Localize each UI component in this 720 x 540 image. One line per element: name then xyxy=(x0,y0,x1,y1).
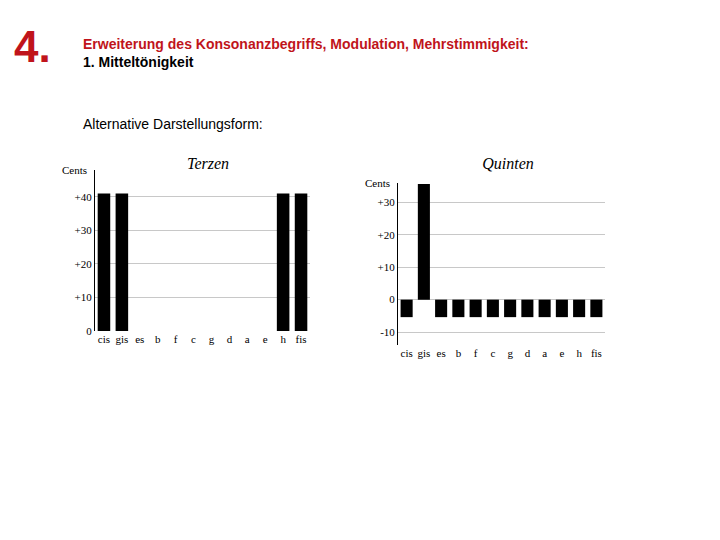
svg-text:es: es xyxy=(437,347,446,359)
svg-text:+20: +20 xyxy=(75,258,93,270)
svg-text:fis: fis xyxy=(591,347,602,359)
svg-text:-10: -10 xyxy=(380,326,395,338)
svg-text:0: 0 xyxy=(389,293,395,305)
svg-text:cis: cis xyxy=(401,347,413,359)
svg-text:e: e xyxy=(263,333,268,345)
svg-text:f: f xyxy=(474,347,478,359)
svg-text:g: g xyxy=(507,347,513,359)
svg-text:a: a xyxy=(542,347,547,359)
svg-text:+10: +10 xyxy=(378,261,396,273)
svg-text:c: c xyxy=(191,333,196,345)
svg-text:a: a xyxy=(245,333,250,345)
svg-text:cis: cis xyxy=(98,333,110,345)
html-text:Erweiterung des Konsonanzbegri: Erweiterung des Konsonanzbegriffs, Modul… xyxy=(83,36,529,52)
svg-text:gis: gis xyxy=(417,347,430,359)
svg-text:d: d xyxy=(525,347,531,359)
svg-text:es: es xyxy=(135,333,144,345)
svg-text:+30: +30 xyxy=(378,196,396,208)
svg-text:c: c xyxy=(490,347,495,359)
svg-text:Cents: Cents xyxy=(365,177,390,189)
html-text:4.: 4. xyxy=(14,22,51,71)
svg-text:g: g xyxy=(209,333,215,345)
svg-text:gis: gis xyxy=(115,333,128,345)
svg-text:h: h xyxy=(280,333,286,345)
svg-text:Cents: Cents xyxy=(62,164,87,176)
svg-text:+20: +20 xyxy=(378,229,396,241)
svg-text:b: b xyxy=(456,347,462,359)
svg-text:0: 0 xyxy=(86,325,92,337)
svg-text:Quinten: Quinten xyxy=(482,155,534,172)
svg-text:d: d xyxy=(227,333,233,345)
svg-text:+30: +30 xyxy=(75,224,93,236)
svg-text:fis: fis xyxy=(296,333,307,345)
html-text:1. Mitteltönigkeit: 1. Mitteltönigkeit xyxy=(83,54,194,70)
svg-text:b: b xyxy=(155,333,161,345)
svg-text:+10: +10 xyxy=(75,291,93,303)
svg-text:h: h xyxy=(576,347,582,359)
html-text:Alternative Darstellungsform:: Alternative Darstellungsform: xyxy=(83,116,263,132)
svg-text:f: f xyxy=(174,333,178,345)
svg-text:e: e xyxy=(559,347,564,359)
svg-text:Terzen: Terzen xyxy=(187,155,229,172)
svg-text:+40: +40 xyxy=(75,191,93,203)
